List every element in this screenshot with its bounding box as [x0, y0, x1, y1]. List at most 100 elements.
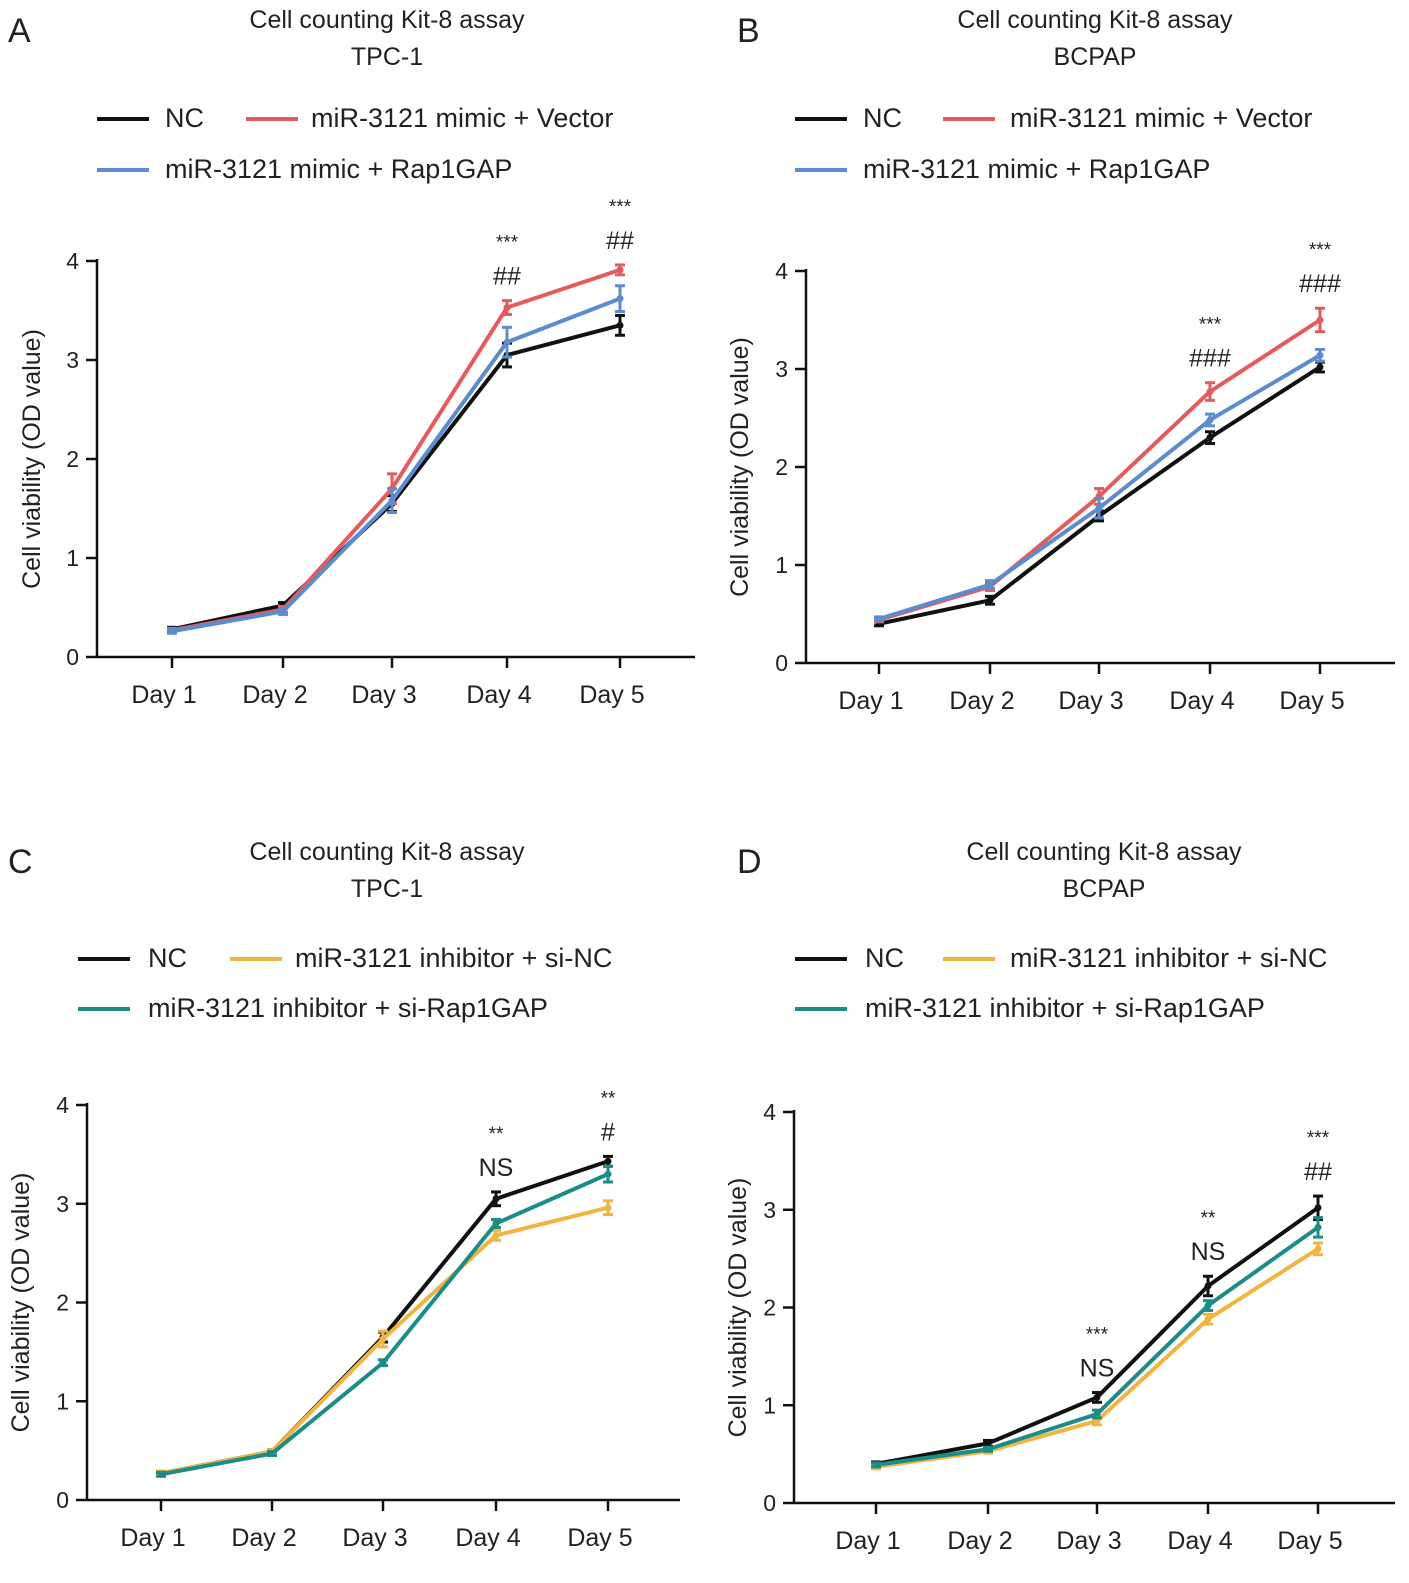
- marker: [492, 1195, 500, 1203]
- x-tick-label: Day 2: [947, 1527, 1012, 1555]
- axes: 0 1 2 3 4 Day 1 Day 2 Day 3 Day 4 Day 5 Cell viabi…: [724, 1099, 1395, 1555]
- panel-d: D Cell counting Kit-8 assay BCPAP NC miR-312…: [724, 838, 1395, 1555]
- data-point: [491, 1190, 501, 1208]
- data-point: [502, 325, 512, 359]
- marker: [986, 581, 994, 589]
- marker: [1206, 434, 1214, 442]
- y-axis-label: Cell viability (OD value): [726, 337, 754, 597]
- marker: [604, 1204, 612, 1212]
- data-point: [1313, 1216, 1323, 1239]
- significance-annotation: ### ***: [1299, 240, 1341, 298]
- data-point: [985, 579, 995, 591]
- hash-label: ###: [1299, 270, 1341, 298]
- legend: NC miR-3121 inhibitor + si-NC miR-3121 inh…: [78, 943, 612, 1023]
- series-line: [878, 318, 1322, 622]
- data-point: [1313, 1194, 1323, 1222]
- chart-title: Cell counting Kit-8 assay: [957, 6, 1233, 34]
- axes: 0 1 2 3 4 Day 1 Day 2 Day 3 Day 4 Day 5 Cell viabi…: [18, 248, 695, 709]
- data-point: [378, 1329, 388, 1349]
- marker: [604, 1170, 612, 1178]
- star-label: ***: [1086, 1325, 1109, 1346]
- marker: [492, 1231, 500, 1239]
- y-tick-label: 3: [56, 1191, 69, 1217]
- legend-label: miR-3121 inhibitor + si-NC: [295, 943, 612, 973]
- marker: [492, 1220, 500, 1227]
- data-point: [1315, 360, 1325, 374]
- y-axis-label: Cell viability (OD value): [18, 329, 46, 589]
- marker: [616, 266, 624, 274]
- y-tick-label: 3: [66, 347, 79, 373]
- data-point: [278, 606, 288, 616]
- x-tick-label: Day 1: [835, 1527, 900, 1555]
- hash-label: NS: [1080, 1355, 1115, 1383]
- series-line: [171, 296, 621, 634]
- star-label: ***: [496, 233, 519, 254]
- legend-label: NC: [165, 103, 204, 133]
- marker: [1095, 504, 1103, 512]
- chart-subtitle: BCPAP: [1063, 875, 1146, 903]
- data-point: [378, 1358, 388, 1368]
- y-tick-label: 1: [66, 545, 79, 571]
- x-tick-label: Day 2: [231, 1524, 296, 1552]
- marker: [1316, 363, 1324, 371]
- marker: [279, 607, 287, 615]
- x-tick-label: Day 5: [1277, 1527, 1342, 1555]
- x-tick-label: Day 4: [1167, 1527, 1232, 1555]
- hash-label: ##: [493, 263, 521, 291]
- series-line: [160, 1159, 609, 1476]
- y-tick-label: 3: [775, 356, 788, 382]
- legend-label: NC: [865, 943, 904, 973]
- marker: [1204, 1302, 1212, 1310]
- star-label: ***: [1199, 315, 1222, 336]
- x-tick-label: Day 4: [466, 681, 531, 709]
- data-point: [603, 1164, 613, 1184]
- marker: [984, 1445, 992, 1453]
- y-tick-label: 2: [66, 446, 79, 472]
- y-tick-label: 2: [56, 1290, 69, 1316]
- data-point: [267, 1450, 277, 1458]
- legend-label: miR-3121 inhibitor + si-NC: [1010, 943, 1327, 973]
- marker: [872, 1461, 880, 1469]
- legend-label: miR-3121 inhibitor + si-Rap1GAP: [148, 993, 548, 1023]
- data-point: [1094, 496, 1104, 520]
- panel-letter: C: [8, 843, 33, 881]
- marker: [1314, 1245, 1322, 1253]
- y-tick-label: 4: [66, 248, 79, 274]
- x-tick-label: Day 2: [949, 687, 1014, 715]
- marker: [1206, 388, 1214, 396]
- marker: [604, 1157, 612, 1165]
- chart-subtitle: TPC-1: [351, 43, 423, 71]
- legend-label: miR-3121 mimic + Rap1GAP: [863, 154, 1210, 184]
- significance-annotation: ### ***: [1189, 315, 1231, 373]
- x-tick-label: Day 1: [131, 681, 196, 709]
- significance-annotation: ## ***: [493, 233, 521, 291]
- x-tick-label: Day 3: [1058, 687, 1123, 715]
- data-point: [874, 615, 884, 623]
- y-tick-label: 0: [775, 650, 788, 676]
- significance-annotation: ## ***: [606, 197, 634, 255]
- data-point: [1315, 347, 1325, 363]
- marker: [157, 1470, 165, 1478]
- legend-label: NC: [863, 103, 902, 133]
- chart-subtitle: BCPAP: [1054, 43, 1137, 71]
- data-point: [1205, 430, 1215, 445]
- hash-label: ##: [606, 227, 634, 255]
- y-tick-label: 0: [763, 1490, 776, 1516]
- data-point: [1203, 1312, 1213, 1326]
- y-tick-label: 3: [763, 1197, 776, 1223]
- panel-letter: D: [737, 843, 762, 881]
- panel-letter: B: [737, 12, 760, 50]
- data-point: [871, 1461, 881, 1469]
- marker: [1314, 1204, 1322, 1212]
- y-tick-label: 1: [775, 552, 788, 578]
- marker: [503, 304, 511, 312]
- star-label: ***: [609, 197, 632, 218]
- marker: [1093, 1393, 1101, 1401]
- data-point: [502, 299, 512, 316]
- marker: [1204, 1315, 1212, 1323]
- legend-label: miR-3121 mimic + Vector: [1010, 103, 1312, 133]
- data-point: [167, 627, 177, 635]
- marker: [1314, 1223, 1322, 1231]
- panel-a: A Cell counting Kit-8 assay TPC-1 NC miR-312…: [8, 6, 695, 709]
